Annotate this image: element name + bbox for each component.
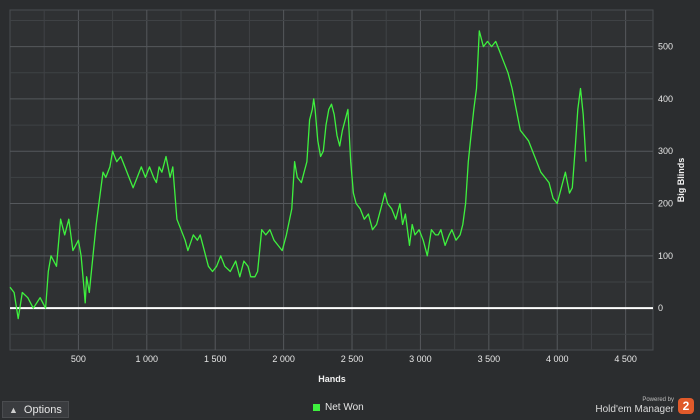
y-tick-label: 400 (658, 94, 673, 104)
chevron-up-icon: ▲ (9, 404, 18, 415)
x-tick-label: 2 000 (272, 354, 295, 364)
y-axis-label: Big Blinds (676, 158, 686, 203)
y-axis-ticks: 0 100 200 300 400 500 (658, 42, 673, 314)
y-tick-label: 100 (658, 251, 673, 261)
plot-area (9, 9, 654, 351)
y-tick-label: 0 (658, 303, 663, 313)
x-tick-label: 4 500 (614, 354, 637, 364)
powered-by-text: Powered by (642, 397, 674, 403)
y-tick-label: 200 (658, 199, 673, 209)
y-tick-label: 500 (658, 42, 673, 52)
legend: Net Won (313, 402, 364, 413)
x-tick-label: 4 000 (546, 354, 569, 364)
x-axis-ticks: 500 1 000 1 500 2 000 2 500 3 000 3 500 4 000 4 … (71, 354, 637, 364)
options-button[interactable]: ▲ Options (2, 401, 69, 418)
series-line-net-won (9, 30, 587, 320)
options-label: Options (23, 403, 62, 416)
product-name: Hold'em Manager (595, 404, 674, 415)
x-tick-label: 1 000 (136, 354, 159, 364)
y-tick-label: 300 (658, 146, 673, 156)
x-axis-label: Hands (318, 374, 346, 384)
series-layer (9, 30, 587, 320)
x-tick-label: 1 500 (204, 354, 227, 364)
legend-swatch-net-won (313, 404, 320, 411)
branding: Powered by Hold'em Manager 2 (595, 394, 694, 418)
x-tick-label: 3 500 (478, 354, 501, 364)
hem2-logo-icon: 2 (678, 398, 694, 414)
x-tick-label: 2 500 (341, 354, 364, 364)
x-tick-label: 3 000 (409, 354, 432, 364)
legend-label-net-won: Net Won (325, 402, 364, 413)
x-tick-label: 500 (71, 354, 86, 364)
grid (10, 10, 653, 350)
